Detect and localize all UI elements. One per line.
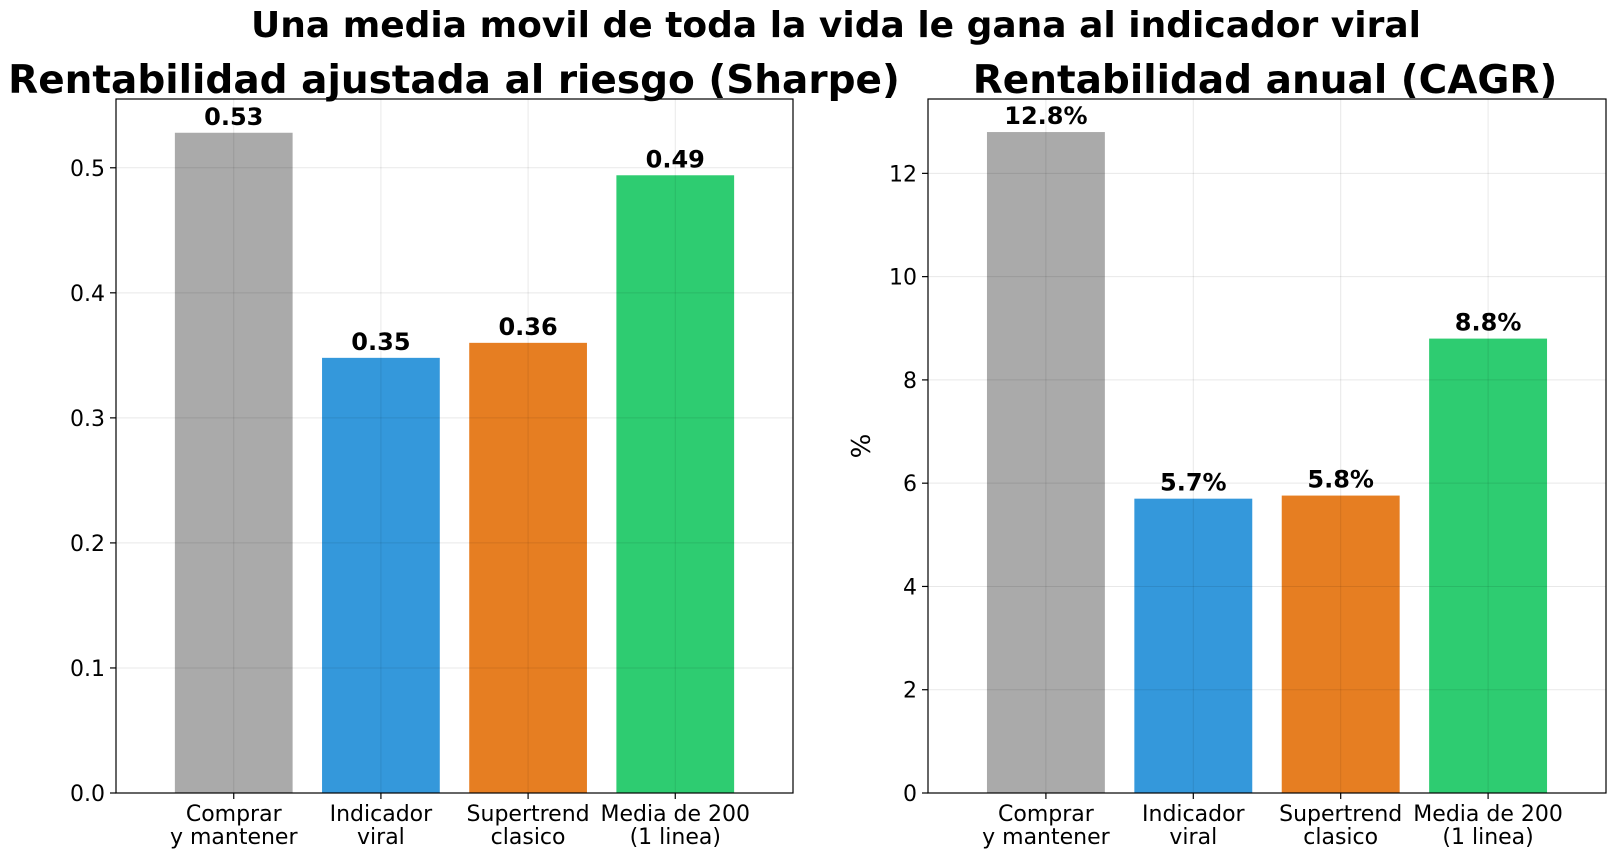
ytick-label-2: 4	[903, 575, 917, 600]
ytick-label-4: 0.4	[70, 282, 105, 307]
category-label-2: Supertrend clasico	[1279, 802, 1402, 850]
ytick-label-1: 2	[903, 679, 917, 704]
data-label-0: 0.53	[204, 103, 263, 131]
category-label-1: Indicador viral	[330, 802, 434, 850]
category-label-3: Media de 200 (1 linea)	[1413, 802, 1563, 850]
ytick-label-0: 0	[903, 782, 917, 807]
chart-title: Rentabilidad anual (CAGR)	[973, 58, 1558, 103]
axes-frame	[927, 98, 1607, 794]
axes-frame	[115, 98, 794, 794]
data-label-2: 0.36	[498, 313, 557, 341]
category-label-2: Supertrend clasico	[467, 802, 590, 850]
y-axis-label: %	[847, 434, 877, 459]
bar-3	[1429, 338, 1548, 793]
bar-1	[322, 357, 440, 793]
data-label-3: 0.49	[646, 145, 705, 173]
ytick-label-5: 10	[889, 266, 917, 291]
data-label-1: 0.35	[351, 328, 410, 356]
ytick-label-2: 0.2	[70, 532, 105, 557]
data-label-3: 8.8%	[1455, 309, 1522, 337]
ytick-label-3: 0.3	[70, 407, 105, 432]
bar-1	[1134, 498, 1253, 793]
bar-0	[174, 132, 293, 794]
ytick-label-4: 8	[903, 369, 917, 394]
ytick-label-6: 12	[889, 162, 917, 187]
ytick-label-1: 0.1	[70, 657, 105, 682]
cagr-chart: Rentabilidad anual (CAGR) 0 2 4 6 8 10 12 Compra…	[847, 58, 1607, 850]
data-label-0: 12.8%	[1004, 102, 1087, 130]
category-label-0: Comprar y mantener	[982, 802, 1111, 850]
data-label-1: 5.7%	[1160, 469, 1227, 497]
chart-title: Rentabilidad ajustada al riesgo (Sharpe)	[8, 58, 900, 103]
category-label-3: Media de 200 (1 linea)	[600, 802, 750, 850]
ytick-label-5: 0.5	[70, 157, 105, 182]
category-label-1: Indicador viral	[1142, 802, 1246, 850]
ytick-label-0: 0.0	[70, 782, 105, 807]
bar-2	[1281, 495, 1400, 793]
category-label-0: Comprar y mantener	[170, 802, 299, 850]
ytick-label-3: 6	[903, 472, 917, 497]
data-label-2: 5.8%	[1307, 466, 1374, 494]
sharpe-chart: Rentabilidad ajustada al riesgo (Sharpe)…	[8, 58, 900, 850]
bar-3	[616, 175, 735, 794]
bar-0	[986, 132, 1105, 794]
figure-suptitle: Una media movil de toda la vida le gana …	[251, 5, 1421, 46]
bar-2	[469, 342, 587, 793]
